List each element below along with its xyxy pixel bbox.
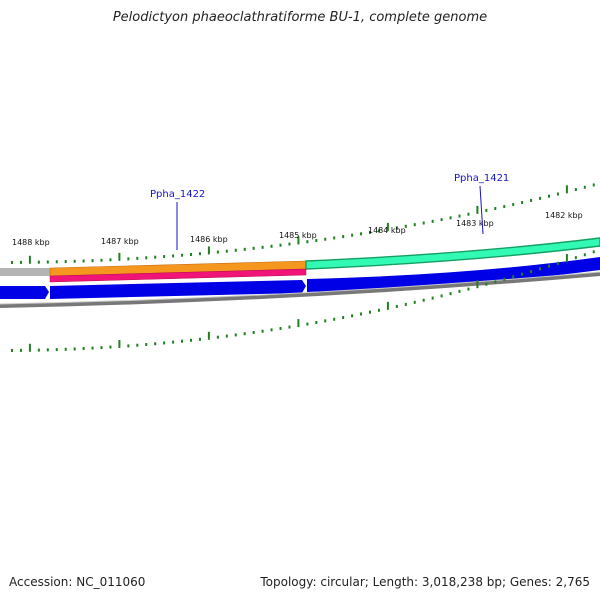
magenta-gene-feature — [49, 268, 307, 283]
map-title: Pelodictyon phaeoclathratiforme BU-1, co… — [112, 10, 488, 25]
gene-label-ppha-1422[interactable]: Ppha_1422 — [150, 189, 205, 200]
scale-label: 1486 kbp — [190, 235, 228, 244]
blue-cds-right — [307, 257, 600, 292]
genome-backbone-highlight — [0, 271, 600, 305]
scale-label: 1488 kbp — [12, 238, 50, 247]
scale-label: 1483 kbp — [456, 219, 494, 228]
genome-backbone — [0, 272, 600, 308]
scale-ticks-lower — [11, 250, 595, 352]
scale-label: 1485 kbp — [279, 231, 317, 240]
genome-summary: Topology: circular; Length: 3,018,238 bp… — [260, 575, 590, 589]
accession-label: Accession: NC_011060 — [9, 575, 146, 589]
teal-gene-feature — [305, 237, 600, 270]
blue-cds-left — [0, 286, 49, 299]
scale-label: 1484 kbp — [368, 226, 406, 235]
gene-label-ppha-1421[interactable]: Ppha_1421 — [454, 173, 509, 184]
gray-track-segment — [0, 268, 50, 276]
gene-callout-line — [479, 185, 484, 235]
blue-cds-middle — [50, 280, 306, 299]
scale-label: 1482 kbp — [545, 211, 583, 220]
scale-label: 1487 kbp — [101, 237, 139, 246]
scale-ticks-upper — [11, 183, 595, 264]
